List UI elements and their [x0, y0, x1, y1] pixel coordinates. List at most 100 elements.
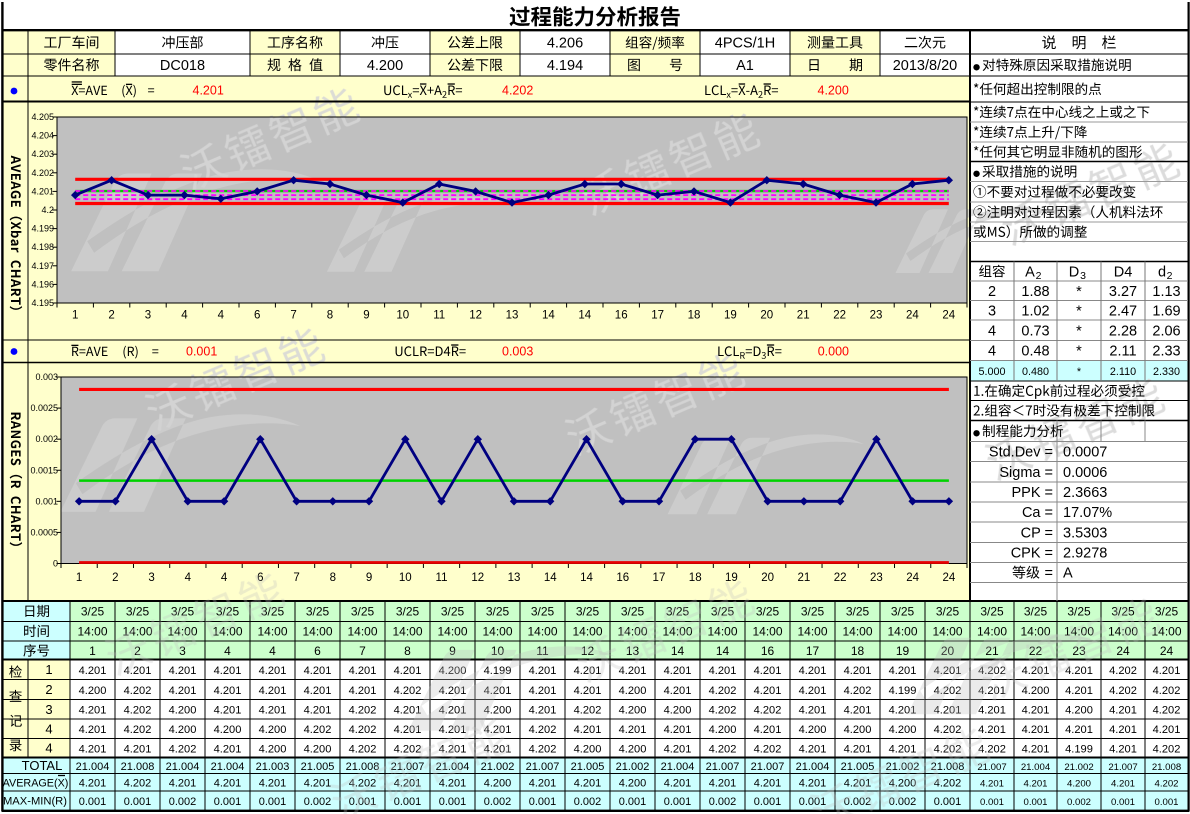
svg-text:23: 23 — [870, 310, 883, 322]
svg-text:4.200: 4.200 — [484, 778, 512, 790]
svg-text:3/25: 3/25 — [351, 605, 375, 619]
svg-text:21.007: 21.007 — [977, 762, 1006, 773]
svg-text:4.201: 4.201 — [1022, 724, 1050, 736]
svg-text:2: 2 — [1167, 270, 1173, 282]
svg-text:4.200: 4.200 — [664, 705, 692, 717]
svg-text:14: 14 — [716, 644, 730, 658]
svg-text:4.201: 4.201 — [754, 724, 782, 736]
svg-text:4.201: 4.201 — [214, 705, 242, 717]
svg-text:14:00: 14:00 — [752, 625, 782, 639]
svg-text:MAX-MIN(R): MAX-MIN(R) — [3, 796, 67, 808]
svg-text:20: 20 — [760, 310, 773, 322]
svg-text:3/25: 3/25 — [801, 605, 825, 619]
svg-text:0.0015: 0.0015 — [30, 465, 58, 475]
svg-text:18: 18 — [851, 644, 865, 658]
svg-text:4.198: 4.198 — [31, 242, 54, 252]
svg-text:14:00: 14:00 — [707, 625, 737, 639]
svg-text:6: 6 — [254, 310, 260, 322]
svg-text:0.0007: 0.0007 — [1063, 445, 1107, 461]
svg-text:3/25: 3/25 — [306, 605, 330, 619]
svg-text:4.201: 4.201 — [754, 685, 782, 697]
svg-text:4: 4 — [185, 572, 192, 584]
svg-text:6: 6 — [314, 644, 321, 658]
svg-text:4.200: 4.200 — [169, 724, 197, 736]
svg-text:21.008: 21.008 — [346, 761, 380, 773]
svg-text:d: d — [1158, 264, 1166, 280]
svg-text:12: 12 — [471, 572, 484, 584]
svg-text:4.201: 4.201 — [664, 724, 692, 736]
svg-text:4.201: 4.201 — [169, 778, 197, 790]
svg-text:4.202: 4.202 — [709, 685, 737, 697]
svg-text:4.201: 4.201 — [574, 724, 602, 736]
svg-text:0.001: 0.001 — [934, 796, 962, 808]
svg-text:4.202: 4.202 — [304, 724, 332, 736]
svg-text:14:00: 14:00 — [797, 625, 827, 639]
svg-text:4: 4 — [988, 323, 996, 339]
svg-text:3/25: 3/25 — [126, 605, 150, 619]
svg-text:4.201: 4.201 — [1153, 724, 1181, 736]
svg-text:AVERAGE(X): AVERAGE(X) — [3, 778, 69, 790]
svg-text:A1: A1 — [736, 58, 754, 74]
svg-text:4.195: 4.195 — [31, 298, 54, 308]
svg-text:3/25: 3/25 — [891, 605, 915, 619]
svg-text:16: 16 — [615, 310, 628, 322]
svg-text:21.007: 21.007 — [1108, 762, 1137, 773]
svg-text:24: 24 — [1116, 644, 1130, 658]
svg-text:4.201: 4.201 — [124, 743, 152, 755]
svg-text:4.201: 4.201 — [214, 778, 242, 790]
svg-text:21.005: 21.005 — [841, 761, 875, 773]
svg-text:4.201: 4.201 — [529, 685, 557, 697]
svg-text:4.201: 4.201 — [574, 778, 602, 790]
svg-text:0.002: 0.002 — [35, 434, 58, 444]
svg-text:4.202: 4.202 — [349, 705, 377, 717]
svg-text:4.202: 4.202 — [169, 743, 197, 755]
svg-text:4.201: 4.201 — [799, 778, 827, 790]
svg-text:4.202: 4.202 — [394, 743, 422, 755]
svg-text:4.200: 4.200 — [259, 743, 287, 755]
svg-text:4.201: 4.201 — [304, 685, 332, 697]
svg-text:2: 2 — [1036, 270, 1042, 282]
svg-text:4.201: 4.201 — [799, 665, 827, 677]
svg-text:11: 11 — [536, 644, 549, 658]
svg-text:A: A — [1025, 264, 1035, 280]
svg-text:2.47: 2.47 — [1109, 303, 1137, 319]
svg-text:4.202: 4.202 — [124, 705, 152, 717]
svg-text:4.202: 4.202 — [1153, 705, 1181, 717]
svg-text:4.200: 4.200 — [799, 724, 827, 736]
svg-text:1.69: 1.69 — [1152, 303, 1180, 319]
svg-text:0.001: 0.001 — [1154, 797, 1178, 808]
svg-text:3/25: 3/25 — [441, 605, 465, 619]
svg-text:3/25: 3/25 — [1067, 605, 1091, 619]
svg-text:4.2: 4.2 — [41, 205, 54, 215]
svg-text:4: 4 — [45, 721, 52, 736]
svg-text:4.201: 4.201 — [259, 685, 287, 697]
svg-text:4.201: 4.201 — [439, 743, 467, 755]
svg-text:0.48: 0.48 — [1021, 344, 1049, 360]
svg-text:9: 9 — [366, 572, 372, 584]
svg-text:14:00: 14:00 — [572, 625, 602, 639]
svg-text:4: 4 — [988, 344, 996, 360]
svg-text:4.201: 4.201 — [169, 665, 197, 677]
svg-text:4.201: 4.201 — [79, 743, 107, 755]
svg-text:3: 3 — [45, 702, 52, 717]
svg-text:4.200: 4.200 — [214, 724, 242, 736]
svg-text:4.201: 4.201 — [978, 685, 1006, 697]
svg-text:D: D — [1069, 264, 1079, 280]
svg-text:11: 11 — [433, 310, 445, 322]
svg-text:4.201: 4.201 — [1109, 743, 1137, 755]
svg-text:4.201: 4.201 — [79, 705, 107, 717]
svg-text:3/25: 3/25 — [576, 605, 600, 619]
svg-text:4.201: 4.201 — [844, 743, 872, 755]
svg-text:4.201: 4.201 — [889, 743, 917, 755]
svg-text:*: * — [1076, 284, 1082, 300]
svg-text:13: 13 — [506, 310, 519, 322]
svg-text:4.200: 4.200 — [169, 705, 197, 717]
svg-text:CPK =: CPK = — [1011, 546, 1053, 562]
svg-text:21.004: 21.004 — [76, 761, 110, 773]
svg-text:0.003: 0.003 — [35, 372, 58, 382]
svg-text:21.004: 21.004 — [1021, 762, 1051, 773]
svg-text:3/25: 3/25 — [756, 605, 780, 619]
svg-text:4.201: 4.201 — [349, 665, 377, 677]
svg-text:21.004: 21.004 — [796, 761, 830, 773]
svg-text:4.199: 4.199 — [31, 224, 54, 234]
